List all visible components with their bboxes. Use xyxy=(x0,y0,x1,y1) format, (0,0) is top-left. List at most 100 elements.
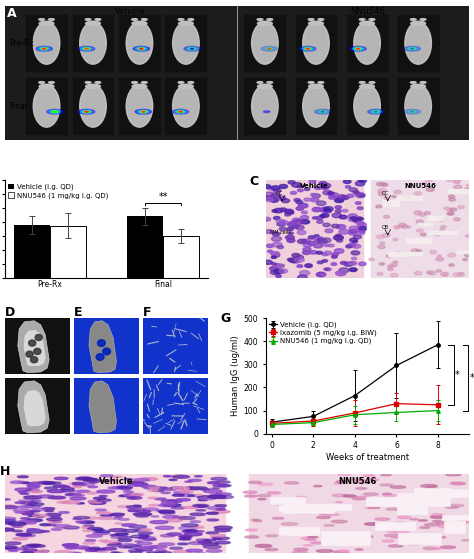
Bar xyxy=(398,15,438,71)
Circle shape xyxy=(155,552,164,554)
Circle shape xyxy=(86,534,102,537)
Circle shape xyxy=(179,84,193,88)
Circle shape xyxy=(390,263,398,267)
Circle shape xyxy=(296,207,303,210)
Circle shape xyxy=(85,82,91,83)
Circle shape xyxy=(414,271,422,275)
Circle shape xyxy=(346,194,354,197)
Circle shape xyxy=(129,525,146,528)
Circle shape xyxy=(288,223,296,227)
Circle shape xyxy=(364,493,378,495)
Circle shape xyxy=(265,230,273,234)
Circle shape xyxy=(7,548,16,550)
Circle shape xyxy=(380,183,387,186)
Circle shape xyxy=(410,519,418,520)
Circle shape xyxy=(342,210,348,212)
Circle shape xyxy=(339,215,347,219)
Bar xyxy=(398,533,441,543)
Circle shape xyxy=(186,549,202,552)
Circle shape xyxy=(206,549,222,552)
Circle shape xyxy=(356,228,365,232)
Circle shape xyxy=(410,111,415,112)
Circle shape xyxy=(304,198,310,201)
Circle shape xyxy=(277,222,285,226)
Circle shape xyxy=(430,548,441,549)
Circle shape xyxy=(135,529,147,531)
Circle shape xyxy=(343,180,351,183)
Circle shape xyxy=(295,255,303,259)
Circle shape xyxy=(267,48,272,49)
Circle shape xyxy=(351,251,360,255)
Circle shape xyxy=(190,48,194,49)
Circle shape xyxy=(18,491,27,492)
Circle shape xyxy=(318,239,323,241)
Circle shape xyxy=(102,547,117,550)
Circle shape xyxy=(337,195,346,199)
Circle shape xyxy=(100,514,113,517)
Circle shape xyxy=(391,537,399,538)
Circle shape xyxy=(136,510,151,513)
Circle shape xyxy=(136,47,147,50)
Circle shape xyxy=(380,241,385,244)
Circle shape xyxy=(164,504,181,506)
Circle shape xyxy=(310,542,323,544)
Circle shape xyxy=(279,269,288,273)
Circle shape xyxy=(348,217,358,221)
Circle shape xyxy=(410,82,416,83)
Circle shape xyxy=(100,475,113,477)
Circle shape xyxy=(16,548,27,549)
Bar xyxy=(119,78,160,134)
Circle shape xyxy=(346,245,352,248)
Circle shape xyxy=(215,495,233,499)
Circle shape xyxy=(3,505,14,506)
Circle shape xyxy=(422,182,427,185)
Circle shape xyxy=(63,544,79,547)
Circle shape xyxy=(208,495,226,499)
Circle shape xyxy=(96,530,110,533)
Bar xyxy=(372,180,469,277)
Circle shape xyxy=(382,234,390,237)
Circle shape xyxy=(340,262,346,264)
Circle shape xyxy=(449,198,456,201)
Circle shape xyxy=(15,511,24,513)
Circle shape xyxy=(271,195,278,198)
Circle shape xyxy=(353,47,364,50)
Ellipse shape xyxy=(80,85,106,127)
Circle shape xyxy=(308,536,318,538)
Circle shape xyxy=(299,509,306,510)
Circle shape xyxy=(319,111,327,113)
Circle shape xyxy=(344,262,353,266)
Circle shape xyxy=(179,527,197,530)
Circle shape xyxy=(298,239,307,244)
Circle shape xyxy=(411,249,419,253)
Circle shape xyxy=(21,502,37,505)
Circle shape xyxy=(431,514,443,515)
Circle shape xyxy=(382,540,394,542)
Circle shape xyxy=(31,545,45,547)
Circle shape xyxy=(39,82,45,83)
Circle shape xyxy=(142,18,147,20)
Circle shape xyxy=(53,485,67,487)
Circle shape xyxy=(294,198,300,202)
Circle shape xyxy=(110,513,125,515)
Circle shape xyxy=(454,218,460,221)
Circle shape xyxy=(350,217,356,220)
Circle shape xyxy=(453,482,465,485)
Circle shape xyxy=(95,18,101,20)
Circle shape xyxy=(76,503,84,504)
Circle shape xyxy=(204,539,216,541)
Circle shape xyxy=(143,538,156,541)
Circle shape xyxy=(349,245,355,247)
Circle shape xyxy=(181,536,192,538)
Circle shape xyxy=(109,479,118,481)
Circle shape xyxy=(257,18,263,20)
Circle shape xyxy=(420,18,426,20)
Circle shape xyxy=(270,270,280,274)
Circle shape xyxy=(73,482,84,484)
Circle shape xyxy=(252,519,260,520)
Circle shape xyxy=(275,503,285,505)
Circle shape xyxy=(186,47,198,50)
Circle shape xyxy=(141,485,156,488)
Circle shape xyxy=(25,489,39,491)
Bar xyxy=(270,497,305,504)
